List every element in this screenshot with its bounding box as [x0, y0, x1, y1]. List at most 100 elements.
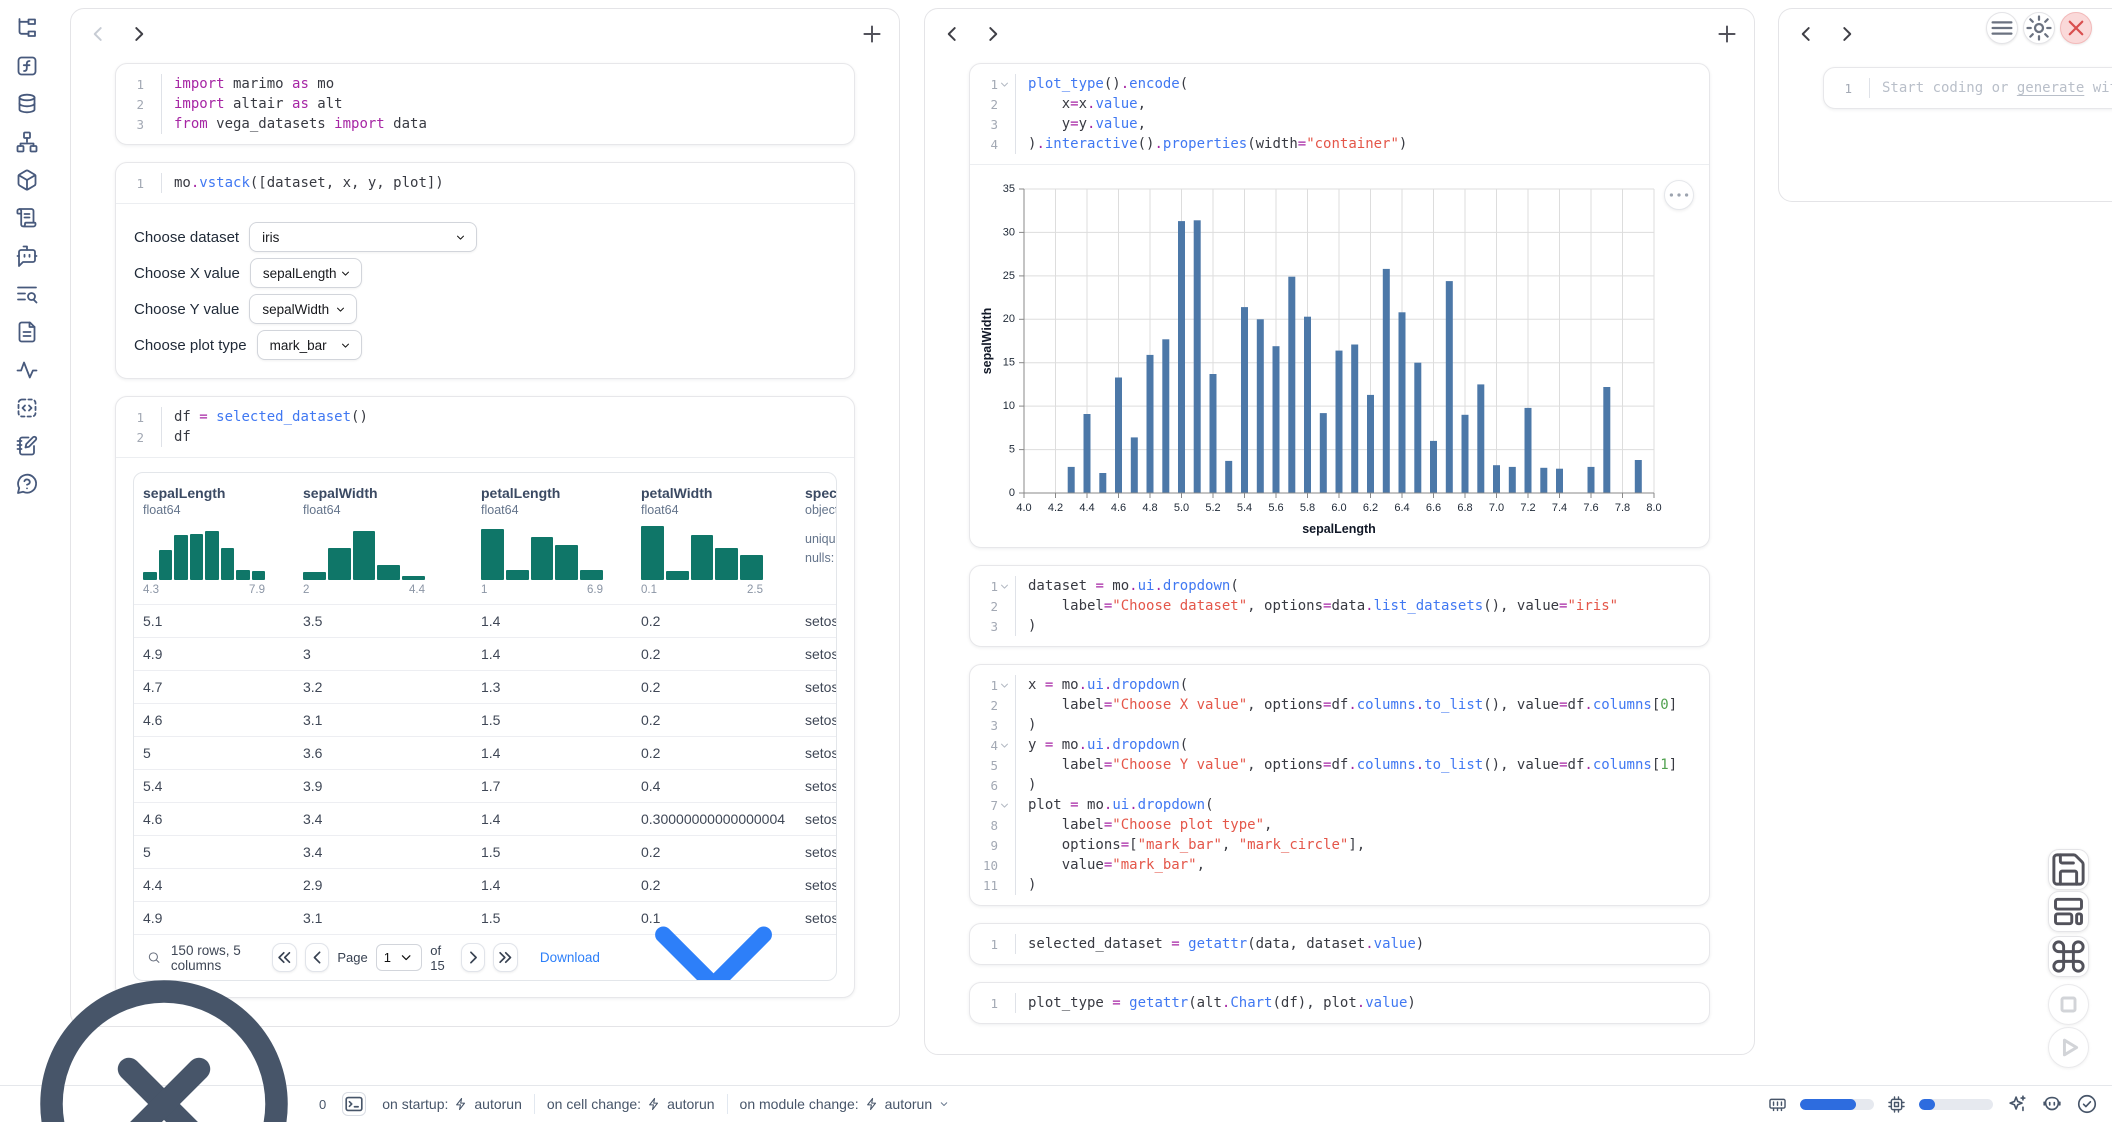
settings-button[interactable]: [2023, 12, 2055, 44]
autorun-setting-3[interactable]: on module change:autorun: [740, 1096, 951, 1112]
last-page-button[interactable]: [493, 943, 518, 972]
table-row[interactable]: 4.73.21.30.2setosa: [134, 670, 836, 703]
table-cell: setosa: [805, 778, 836, 794]
copilot-button[interactable]: [2041, 1093, 2063, 1115]
cpu-icon: [1887, 1095, 1906, 1114]
column-2-next-button[interactable]: [980, 21, 1006, 47]
code-placeholder: Start coding or generate with: [1870, 78, 2112, 98]
next-page-button[interactable]: [461, 943, 486, 972]
altair-bar-chart[interactable]: 4.04.24.44.64.85.05.25.45.65.86.06.26.46…: [978, 175, 1678, 541]
chevron-down-icon: [998, 580, 1011, 593]
line-number: 1: [990, 996, 998, 1011]
dropdown-value: sepalLength: [263, 266, 337, 281]
code-editor[interactable]: 123dataset = mo.ui.dropdown( label="Choo…: [970, 566, 1709, 646]
fold-toggle-icon[interactable]: [998, 580, 1011, 593]
line-number-gutter: 1234567891011: [970, 675, 1016, 895]
stop-execution-button[interactable]: [2048, 984, 2089, 1025]
line-number: 4: [990, 738, 998, 753]
empty-code-cell[interactable]: 1 Start coding or generate with: [1823, 67, 2112, 109]
column-1-prev-button[interactable]: [85, 21, 111, 47]
svg-text:6.2: 6.2: [1363, 502, 1378, 514]
sidebar-item-variables[interactable]: [15, 54, 39, 78]
chevron-right-icon: [126, 21, 152, 47]
table-column-header[interactable]: petalWidthfloat640.12.5: [641, 485, 805, 596]
column-1-next-button[interactable]: [126, 21, 152, 47]
column-3-prev-button[interactable]: [1793, 21, 1819, 47]
sidebar-item-dependencies[interactable]: [15, 130, 39, 154]
table-row[interactable]: 4.63.41.40.30000000000000004setosa: [134, 802, 836, 835]
table-cell: 3.9: [303, 778, 481, 794]
generate-with-ai-link[interactable]: generate: [2017, 80, 2084, 96]
table-column-header[interactable]: petalLengthfloat6416.9: [481, 485, 641, 596]
dropdown-select-choose-y-value[interactable]: sepalWidth: [249, 294, 357, 324]
command-palette-button[interactable]: [2048, 936, 2089, 977]
notebook-pen-icon: [15, 434, 39, 458]
line-number: 8: [990, 818, 998, 833]
code-editor[interactable]: 1234plot_type().encode( x=x.value, y=y.v…: [970, 64, 1709, 164]
chevron-down-icon: [604, 848, 823, 981]
chart-actions-button[interactable]: [1664, 180, 1694, 210]
run-all-button[interactable]: [2048, 1027, 2089, 1068]
sidebar-item-code-outline[interactable]: [15, 396, 39, 420]
column-2-add-cell-button[interactable]: [1714, 21, 1740, 47]
table-cell: 1.5: [481, 712, 641, 728]
table-column-header[interactable]: sepalWidthfloat6424.4: [303, 485, 481, 596]
table-row[interactable]: 4.63.11.50.2setosa: [134, 703, 836, 736]
sidebar-item-logs[interactable]: [15, 206, 39, 230]
fold-toggle-icon[interactable]: [998, 78, 1011, 91]
table-column-header[interactable]: speciesobjectuniquenulls:: [805, 485, 836, 596]
terminal-button[interactable]: [342, 1092, 366, 1116]
autorun-setting-2[interactable]: on cell change:autorun: [547, 1096, 715, 1112]
errors-indicator[interactable]: 0: [14, 954, 326, 1122]
cpu-usage-meter: [1919, 1099, 1993, 1110]
table-row[interactable]: 5.13.51.40.2setosa: [134, 604, 836, 637]
table-row[interactable]: 5.43.91.70.4setosa: [134, 769, 836, 802]
code-editor[interactable]: 1selected_dataset = getattr(data, datase…: [970, 924, 1709, 964]
fold-toggle-icon[interactable]: [998, 679, 1011, 692]
circle-x-icon: [14, 954, 314, 1122]
table-cell: 3.4: [303, 811, 481, 827]
dropdown-select-choose-x-value[interactable]: sepalLength: [250, 258, 362, 288]
sidebar-item-packages[interactable]: [15, 168, 39, 192]
notebook-menu-button[interactable]: [1986, 12, 2018, 44]
download-link[interactable]: Download: [540, 848, 823, 981]
chevron-left-icon: [85, 21, 111, 47]
line-number: 7: [990, 798, 998, 813]
sidebar-item-scratchpad[interactable]: [15, 434, 39, 458]
save-notebook-button[interactable]: [2048, 849, 2089, 890]
column-1-add-cell-button[interactable]: [859, 21, 885, 47]
sidebar-item-snippets[interactable]: [15, 282, 39, 306]
table-cell: setosa: [805, 811, 836, 827]
code-editor[interactable]: 1plot_type = getattr(alt.Chart(df), plot…: [970, 983, 1709, 1023]
table-column-header[interactable]: sepalLengthfloat644.37.9: [143, 485, 303, 596]
sidebar-item-ai-chat[interactable]: [15, 244, 39, 268]
connection-status-button[interactable]: [2076, 1093, 2098, 1115]
code-editor[interactable]: 123import marimo as moimport altair as a…: [116, 64, 854, 144]
code-editor[interactable]: 1mo.vstack([dataset, x, y, plot]): [116, 163, 854, 203]
column-2-toolbar: [925, 9, 1754, 59]
table-row[interactable]: 53.61.40.2setosa: [134, 736, 836, 769]
sidebar-item-files[interactable]: [15, 16, 39, 40]
sidebar-item-documentation[interactable]: [15, 320, 39, 344]
close-button[interactable]: [2060, 12, 2092, 44]
autorun-setting-1[interactable]: on startup:autorun: [382, 1096, 522, 1112]
sidebar-item-tracing[interactable]: [15, 358, 39, 382]
ai-sparkles-button[interactable]: [2006, 1093, 2028, 1115]
dropdown-select-choose-dataset[interactable]: iris: [249, 222, 477, 252]
column-name: petalLength: [481, 485, 641, 501]
fold-toggle-icon[interactable]: [998, 799, 1011, 812]
sidebar-item-help[interactable]: [15, 472, 39, 496]
fold-toggle-icon[interactable]: [998, 739, 1011, 752]
table-row[interactable]: 4.931.40.2setosa: [134, 637, 836, 670]
code-editor[interactable]: 1234567891011x = mo.ui.dropdown( label="…: [970, 665, 1709, 905]
code-editor[interactable]: 12df = selected_dataset()df: [116, 397, 854, 457]
table-cell: setosa: [805, 613, 836, 629]
column-3-next-button[interactable]: [1834, 21, 1860, 47]
page-select[interactable]: 1: [376, 944, 423, 971]
layout-toggle-button[interactable]: [2048, 891, 2089, 932]
table-cell: 1.4: [481, 745, 641, 761]
column-2-prev-button[interactable]: [939, 21, 965, 47]
line-number: 3: [990, 619, 998, 634]
dropdown-select-choose-plot-type[interactable]: mark_bar: [257, 330, 362, 360]
sidebar-item-data-sources[interactable]: [15, 92, 39, 116]
